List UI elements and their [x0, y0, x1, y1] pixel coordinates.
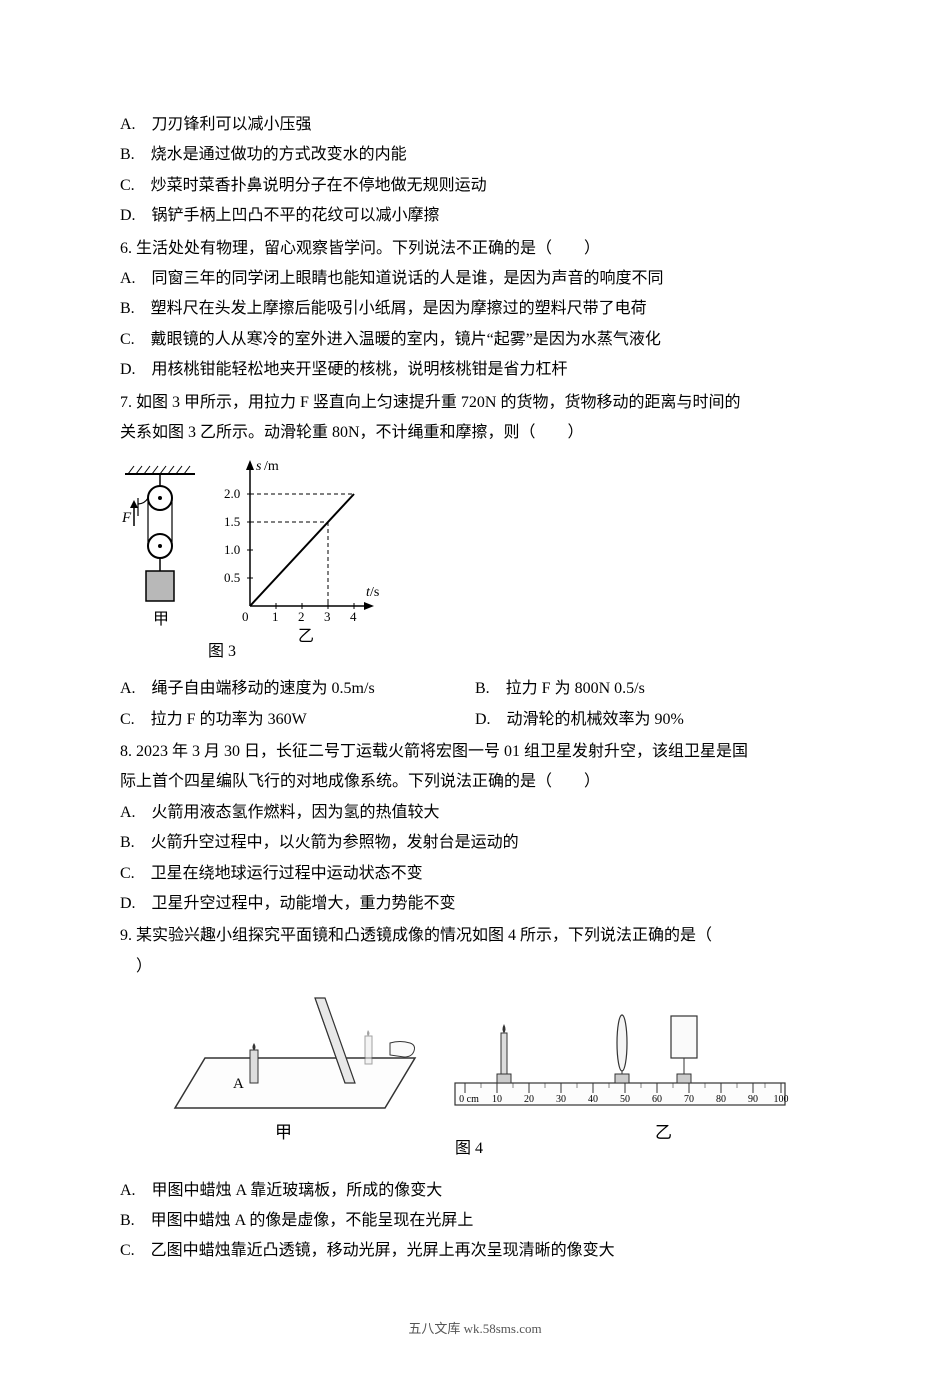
svg-text:/s: /s [370, 585, 379, 600]
svg-text:1: 1 [272, 609, 279, 624]
svg-text:0: 0 [242, 609, 249, 624]
q8-option-d: D. 卫星升空过程中，动能增大，重力势能不变 [120, 889, 830, 919]
q7-options-row2: C. 拉力 F 的功率为 360W D. 动滑轮的机械效率为 90% [120, 705, 830, 735]
svg-text:A: A [233, 1076, 244, 1092]
q7-options-row1: A. 绳子自由端移动的速度为 0.5m/s B. 拉力 F 为 800N 0.5… [120, 674, 830, 704]
svg-text:60: 60 [652, 1094, 662, 1105]
q6-option-d: D. 用核桃钳能轻松地夹开坚硬的核桃，说明核桃钳是省力杠杆 [120, 355, 830, 385]
svg-text:/m: /m [264, 459, 279, 474]
q7-stem-1: 7. 如图 3 甲所示，用拉力 F 竖直向上匀速提升重 720N 的货物，货物移… [120, 388, 830, 418]
page-content: A. 刀刃锋利可以减小压强 B. 烧水是通过做功的方式改变水的内能 C. 炒菜时… [0, 0, 950, 1381]
svg-text:80: 80 [716, 1094, 726, 1105]
svg-text:70: 70 [684, 1094, 694, 1105]
svg-text:0.5: 0.5 [224, 570, 240, 585]
q6-stem: 6. 生活处处有物理，留心观察皆学问。下列说法不正确的是（ ） [120, 234, 830, 264]
q8-option-c: C. 卫星在绕地球运行过程中运动状态不变 [120, 859, 830, 889]
q9-option-b: B. 甲图中蜡烛 A 的像是虚像，不能呈现在光屏上 [120, 1206, 830, 1236]
q8-option-a: A. 火箭用液态氢作燃料，因为氢的热值较大 [120, 798, 830, 828]
q5-option-d: D. 锅铲手柄上凹凸不平的花纹可以减小摩擦 [120, 201, 830, 231]
q5-option-a: A. 刀刃锋利可以减小压强 [120, 110, 830, 140]
page-footer: 五八文库 wk.58sms.com [120, 1317, 830, 1342]
q7-option-c: C. 拉力 F 的功率为 360W [120, 705, 475, 735]
svg-text:1.5: 1.5 [224, 514, 240, 529]
figure-3: F 甲 s /m t / [120, 456, 830, 666]
svg-text:s: s [256, 459, 262, 474]
svg-text:乙: 乙 [298, 628, 314, 645]
svg-text:2.0: 2.0 [224, 486, 240, 501]
svg-text:90: 90 [748, 1094, 758, 1105]
q6-option-a: A. 同窗三年的同学闭上眼睛也能知道说话的人是谁，是因为声音的响度不同 [120, 264, 830, 294]
svg-text:2: 2 [298, 609, 305, 624]
svg-text:30: 30 [556, 1094, 566, 1105]
svg-text:20: 20 [524, 1094, 534, 1105]
figure-4: A 甲 [120, 988, 830, 1169]
q5-option-c: C. 炒菜时菜香扑鼻说明分子在不停地做无规则运动 [120, 171, 830, 201]
q5-option-b: B. 烧水是通过做功的方式改变水的内能 [120, 140, 830, 170]
q7-stem-2: 关系如图 3 乙所示。动滑轮重 80N，不计绳重和摩擦，则（ ） [120, 418, 830, 448]
svg-text:3: 3 [324, 609, 331, 624]
svg-text:1.0: 1.0 [224, 542, 240, 557]
svg-text:图 4: 图 4 [455, 1140, 483, 1157]
q7-option-b: B. 拉力 F 为 800N 0.5/s [475, 674, 830, 704]
svg-text:4: 4 [350, 609, 357, 624]
q6-option-b: B. 塑料尺在头发上摩擦后能吸引小纸屑，是因为摩擦过的塑料尺带了电荷 [120, 294, 830, 324]
svg-text:40: 40 [588, 1094, 598, 1105]
q6-option-c: C. 戴眼镜的人从寒冷的室外进入温暖的室内，镜片“起雾”是因为水蒸气液化 [120, 325, 830, 355]
q9-option-a: A. 甲图中蜡烛 A 靠近玻璃板，所成的像变大 [120, 1176, 830, 1206]
svg-text:10: 10 [492, 1094, 502, 1105]
svg-text:甲: 甲 [153, 611, 169, 628]
q8-stem-2: 际上首个四星编队飞行的对地成像系统。下列说法正确的是（ ） [120, 767, 830, 797]
svg-text:100: 100 [774, 1094, 789, 1105]
q8-stem-1: 8. 2023 年 3 月 30 日，长征二号丁运载火箭将宏图一号 01 组卫星… [120, 737, 830, 767]
svg-text:乙: 乙 [655, 1123, 672, 1142]
svg-text:F: F [121, 510, 132, 526]
svg-text:甲: 甲 [275, 1123, 292, 1142]
distance-time-graph: s /m t /s 0.5 1.0 1.5 2.0 [224, 459, 379, 645]
svg-text:图 3: 图 3 [208, 643, 236, 660]
svg-text:0 cm: 0 cm [459, 1094, 479, 1105]
pulley-diagram: F 甲 [121, 466, 195, 628]
fig4-right: 0 cm 10 20 30 40 50 60 70 80 90 100 [455, 1015, 789, 1142]
fig4-left: A 甲 [175, 998, 415, 1142]
q9-option-c: C. 乙图中蜡烛靠近凸透镜，移动光屏，光屏上再次呈现清晰的像变大 [120, 1236, 830, 1266]
q7-option-d: D. 动滑轮的机械效率为 90% [475, 705, 830, 735]
q7-option-a: A. 绳子自由端移动的速度为 0.5m/s [120, 674, 475, 704]
q9-stem-2: ） [120, 952, 830, 982]
svg-text:50: 50 [620, 1094, 630, 1105]
q9-stem-1: 9. 某实验兴趣小组探究平面镜和凸透镜成像的情况如图 4 所示，下列说法正确的是… [120, 921, 830, 951]
q8-option-b: B. 火箭升空过程中，以火箭为参照物，发射台是运动的 [120, 828, 830, 858]
